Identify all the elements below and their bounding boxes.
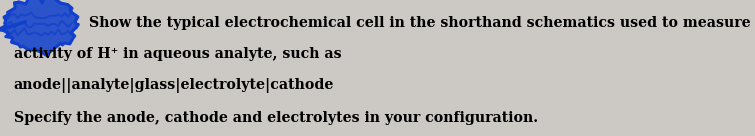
Text: Specify the anode, cathode and electrolytes in your configuration.: Specify the anode, cathode and electroly… xyxy=(14,111,538,125)
Polygon shape xyxy=(0,0,79,55)
Text: activity of H⁺ in aqueous analyte, such as: activity of H⁺ in aqueous analyte, such … xyxy=(14,47,341,61)
Text: Show the typical electrochemical cell in the shorthand schematics used to measur: Show the typical electrochemical cell in… xyxy=(89,16,755,30)
Text: anode||analyte|glass|electrolyte|cathode: anode||analyte|glass|electrolyte|cathode xyxy=(14,78,334,93)
